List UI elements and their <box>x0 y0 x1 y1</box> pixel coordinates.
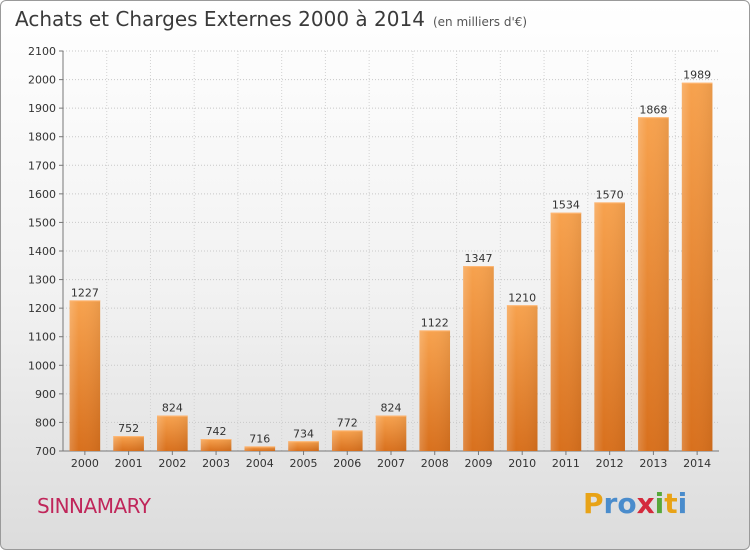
value-label-2010: 1210 <box>508 291 536 304</box>
bar-shade-2010 <box>506 305 538 451</box>
y-tick-label: 2000 <box>28 74 56 87</box>
value-labels: 1227 752 824 742 716 734 772 824 1122 1347 1210 153… <box>71 69 711 446</box>
y-tick-label: 700 <box>35 445 56 458</box>
x-tick-labels: 2000 2001 2002 2003 2004 2005 2006 2007 2008 2009… <box>71 457 711 470</box>
bar-shade-2014 <box>681 82 713 451</box>
bar-shade-2006 <box>331 430 363 451</box>
x-tick-label-2012: 2012 <box>596 457 624 470</box>
x-tick-label-2004: 2004 <box>246 457 274 470</box>
x-tick-label-2011: 2011 <box>552 457 580 470</box>
logo-letter: t <box>664 487 678 520</box>
x-tick-label-2009: 2009 <box>464 457 492 470</box>
x-tick-label-2000: 2000 <box>71 457 99 470</box>
y-tick-label: 1400 <box>28 245 56 258</box>
value-label-2009: 1347 <box>464 252 492 265</box>
place-name: SINNAMARY <box>37 494 151 518</box>
y-tick-label: 1000 <box>28 359 56 372</box>
value-label-2000: 1227 <box>71 286 99 299</box>
bar-shade-2009 <box>463 266 494 451</box>
y-tick-label: 1700 <box>28 159 56 172</box>
x-tick-label-2005: 2005 <box>290 457 318 470</box>
y-tick-label: 900 <box>35 388 56 401</box>
logo-letter: P <box>583 487 604 520</box>
bar-shade-2004 <box>244 446 276 451</box>
logo-letter: i <box>654 487 665 520</box>
y-tick-label: 1900 <box>28 102 56 115</box>
y-tick-label: 1500 <box>28 216 56 229</box>
value-label-2003: 742 <box>206 425 227 438</box>
value-label-2005: 734 <box>293 427 314 440</box>
bar-shade-2000 <box>69 300 101 451</box>
value-label-2013: 1868 <box>639 103 667 116</box>
chart-title-text: Achats et Charges Externes 2000 à 2014 <box>15 7 425 31</box>
bar-shade-2008 <box>419 330 451 451</box>
y-tick-label: 1600 <box>28 188 56 201</box>
logo-letter: i <box>677 487 688 520</box>
value-label-2014: 1989 <box>683 69 711 82</box>
bars <box>69 82 713 452</box>
proxiti-logo: Proxiti <box>583 487 687 520</box>
y-tick-label: 800 <box>35 416 56 429</box>
y-tick-label: 1800 <box>28 131 56 144</box>
logo-letter: x <box>636 487 655 520</box>
x-tick-label-2013: 2013 <box>639 457 667 470</box>
value-label-2001: 752 <box>118 422 139 435</box>
bar-shade-2005 <box>288 441 319 451</box>
value-label-2008: 1122 <box>421 316 449 329</box>
y-tick-label: 1200 <box>28 302 56 315</box>
bar-shade-2002 <box>157 415 188 451</box>
y-tick-label: 1300 <box>28 274 56 287</box>
x-tick-label-2010: 2010 <box>508 457 536 470</box>
logo-letter: r <box>603 487 618 520</box>
y-tick-label: 1100 <box>28 331 56 344</box>
y-tick-label: 2100 <box>28 45 56 58</box>
bar-shade-2012 <box>594 202 625 451</box>
x-tick-label-2001: 2001 <box>115 457 143 470</box>
value-label-2004: 716 <box>249 432 270 445</box>
value-label-2002: 824 <box>162 402 183 415</box>
value-label-2011: 1534 <box>552 199 580 212</box>
x-tick-label-2006: 2006 <box>333 457 361 470</box>
y-tick-labels: 700 800 900 1000 1100 1200 1300 1400 1500 1600 170… <box>28 45 56 458</box>
value-label-2012: 1570 <box>596 188 624 201</box>
logo-letter: o <box>617 487 637 520</box>
x-tick-label-2008: 2008 <box>421 457 449 470</box>
x-tick-label-2002: 2002 <box>158 457 186 470</box>
bar-shade-2003 <box>200 439 232 451</box>
x-tick-label-2003: 2003 <box>202 457 230 470</box>
chart-subtitle: (en milliers d'€) <box>432 15 528 29</box>
bar-shade-2001 <box>113 436 144 451</box>
value-label-2006: 772 <box>337 416 358 429</box>
bar-shade-2011 <box>550 212 582 451</box>
chart-title: Achats et Charges Externes 2000 à 2014 (e… <box>15 7 527 31</box>
bar-shade-2013 <box>638 117 669 452</box>
value-label-2007: 824 <box>381 402 402 415</box>
bar-shade-2007 <box>375 415 407 451</box>
x-tick-label-2014: 2014 <box>683 457 711 470</box>
x-tick-label-2007: 2007 <box>377 457 405 470</box>
